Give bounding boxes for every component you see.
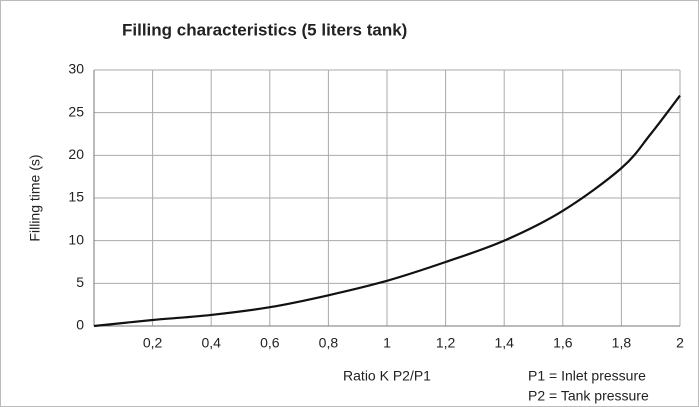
y-tick-label: 30 [68, 61, 84, 77]
data-line [93, 94, 681, 328]
x-tick-label: 0,6 [260, 335, 280, 351]
x-axis-label: Ratio K P2/P1 [343, 368, 431, 384]
annotation: P2 = Tank pressure [528, 388, 649, 404]
y-tick-label: 20 [68, 146, 84, 162]
y-tick-label: 15 [68, 189, 84, 205]
x-tick-label: 0,8 [319, 335, 339, 351]
x-tick-label: 1,2 [436, 335, 456, 351]
x-tick-label: 2 [676, 335, 684, 351]
chart-title: Filling characteristics (5 liters tank) [122, 20, 407, 39]
y-axis-label: Filling time (s) [27, 154, 43, 241]
y-tick-label: 10 [68, 231, 84, 247]
y-tick-label: 5 [76, 274, 84, 290]
x-tick-label: 1,4 [494, 335, 514, 351]
y-tick-label: 0 [76, 317, 84, 333]
x-tick-label: 0,2 [143, 335, 163, 351]
x-tick-label: 1,6 [553, 335, 573, 351]
x-tick-label: 1 [383, 335, 391, 351]
x-tick-label: 0,4 [201, 335, 221, 351]
y-tick-label: 25 [68, 103, 84, 119]
x-tick-label: 1,8 [612, 335, 632, 351]
annotation: P1 = Inlet pressure [528, 368, 646, 384]
